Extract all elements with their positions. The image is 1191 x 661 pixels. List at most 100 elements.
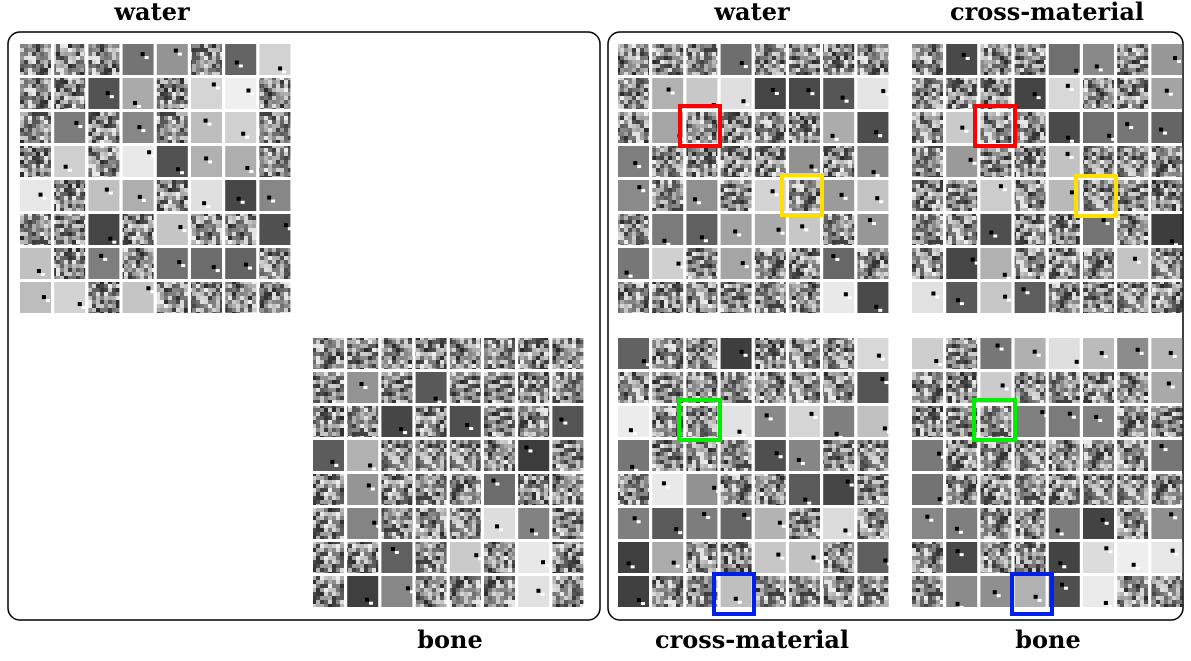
filter-tile [20,44,51,75]
filter-tile [1083,440,1114,471]
filter-tile [912,112,943,143]
tile-dot [646,363,650,366]
tile-dot [1033,92,1037,96]
tile-dot [956,298,960,302]
tile-dot [778,521,782,525]
filter-tile [755,44,786,75]
tile-dot [887,430,891,433]
filter-tile [755,474,786,505]
tile-dot [629,275,633,278]
tile-dot [41,273,45,276]
filter-tile [823,440,854,471]
filter-tile [347,576,378,607]
tile-dot [642,359,646,363]
tile-dot [1001,383,1005,387]
tile-dot [938,497,942,501]
filter-tile [1049,440,1080,471]
tile-dot [797,458,801,462]
tile-dot [360,382,364,386]
tile-dot [637,185,641,189]
tile-dot [741,434,745,437]
filter-tile [1049,474,1080,505]
tile-dot [1137,261,1141,264]
filter-tile [1083,338,1114,369]
tile-dot [1003,188,1007,191]
filter-tile [857,282,888,313]
tile-dot [103,258,107,261]
tile-dot [960,606,964,609]
filter-tile [259,78,290,109]
tile-dot [737,430,741,434]
filter-tile [88,78,119,109]
filter-tile [552,372,583,403]
tile-dot [775,92,779,95]
tile-dot [1066,136,1070,140]
tile-dot [769,417,773,420]
tile-dot [204,119,208,123]
filter-tile [912,214,943,245]
filter-tile [1151,146,1182,177]
tile-dot [937,452,941,456]
filter-tile [259,282,290,313]
tile-dot [1171,385,1175,388]
filter-tile [1015,542,1046,573]
filter-tile [721,112,752,143]
filter-tile [980,338,1011,369]
tile-dot [1101,518,1105,522]
filter-tile [259,180,290,211]
filter-tile [686,214,717,245]
filter-tile [518,576,549,607]
tile-dot [733,229,737,233]
tile-dot [391,547,395,551]
filter-tile [484,542,515,573]
filter-tile [721,146,752,177]
tile-dot [741,99,745,103]
filter-tile [721,542,752,573]
tile-dot [540,593,544,596]
tile-dot [1062,565,1066,568]
tile-dot [1111,138,1115,141]
tile-dot [369,602,373,605]
tile-dot [1106,222,1110,225]
filter-tile [980,44,1011,75]
tile-dot [495,483,499,486]
filter-tile [946,338,977,369]
filter-tile [823,146,854,177]
filter-tile [721,338,752,369]
tile-dot [734,597,738,601]
filter-tile [857,112,888,143]
page: {"labels": {"left_top": "water", "left_b… [0,0,1191,661]
filter-tile [686,542,717,573]
filter-tile [225,214,256,245]
filter-tile [157,180,188,211]
tile-dot [704,239,708,242]
tile-dot [1108,605,1112,608]
filter-tile [381,542,412,573]
filter-tile [259,146,290,177]
filter-tile [823,248,854,279]
tile-dot [368,463,372,467]
tile-dot [740,61,744,65]
tile-dot [878,134,882,137]
filter-tile [823,338,854,369]
filter-tile [191,112,222,143]
tile-dot [206,205,210,208]
tile-dot [1169,93,1173,96]
filter-tile [347,440,378,471]
tile-dot [1177,60,1181,63]
tile-dot [1070,88,1074,91]
tile-dot [239,64,243,67]
filter-tile [789,146,820,177]
tile-dot [872,222,876,225]
tile-dot [840,193,844,197]
filter-tile [1117,372,1148,403]
tile-dot [1105,522,1109,525]
tile-dot [1099,68,1103,71]
tile-dot [141,52,145,56]
filter-tile [618,372,649,403]
tile-dot [1044,414,1048,417]
tile-dot [1078,73,1082,76]
filter-tile [381,576,412,607]
filter-tile [686,146,717,177]
filter-tile [980,214,1011,245]
